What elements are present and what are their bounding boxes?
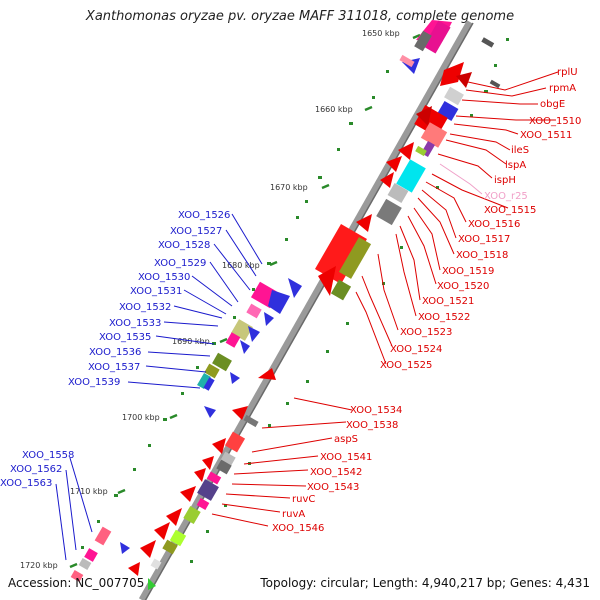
gene-label: XOO_1510 [529, 116, 581, 127]
kbp-label: 1650 kbp [362, 29, 400, 38]
left-gene-labels: XOO_1526 XOO_1527 XOO_1528 XOO_1529 XOO_… [0, 210, 230, 489]
gene-label: XOO_1531 [130, 286, 182, 297]
kbp-label: 1710 kbp [70, 487, 108, 496]
gene-label: XOO_1562 [10, 464, 62, 475]
topology-text: Topology: circular; Length: 4,940,217 bp… [260, 576, 590, 590]
scale-dots [81, 38, 509, 563]
gene-label: XOO_1517 [458, 234, 510, 245]
gene-label: obgE [540, 99, 565, 110]
gene-label: XOO_1526 [178, 210, 230, 221]
kbp-label: 1720 kbp [20, 561, 58, 570]
accession-text: Accession: NC_007705 [8, 576, 145, 590]
kbp-label: 1680 kbp [222, 261, 260, 270]
gene-label: XOO_1518 [456, 250, 508, 261]
gene-label: rplU [557, 67, 578, 78]
gene-label: rpmA [549, 83, 576, 94]
gene-label: XOO_1524 [390, 344, 442, 355]
gene-label: XOO_1543 [307, 482, 359, 493]
gene-label: XOO_1525 [380, 360, 432, 371]
gene-label: lspA [505, 160, 526, 171]
gene-label: XOO_1522 [418, 312, 470, 323]
gene-label: XOO_1528 [158, 240, 210, 251]
map-title: Xanthomonas oryzae pv. oryzae MAFF 31101… [85, 9, 515, 24]
kbp-label: 1690 kbp [172, 337, 210, 346]
gene-label: XOO_1535 [99, 332, 151, 343]
gene-label: aspS [334, 434, 358, 445]
right-gene-labels: rplU rpmA obgE XOO_1510 XOO_1511 ileS ls… [272, 67, 581, 534]
gene-label: XOO_1538 [346, 420, 398, 431]
gene-label: XOO_1511 [520, 130, 572, 141]
gene-label: XOO_1537 [88, 362, 140, 373]
gene-label: XOO_1520 [437, 281, 489, 292]
left-leader-lines [55, 213, 263, 561]
kbp-ticks [69, 33, 421, 569]
gene-label: XOO_1516 [468, 219, 520, 230]
inner-features [128, 20, 501, 590]
right-leader-lines [211, 71, 559, 527]
gene-label: XOO_1541 [320, 452, 372, 463]
genome-backbone [138, 20, 474, 600]
gene-label: XOO_1529 [154, 258, 206, 269]
gene-label: ruvC [292, 494, 315, 505]
gene-label: ruvA [282, 509, 305, 520]
kbp-label: 1660 kbp [315, 105, 353, 114]
gene-label: XOO_1530 [138, 272, 190, 283]
gene-label: XOO_1536 [89, 347, 141, 358]
gene-label: ispH [494, 175, 516, 186]
gene-label: XOO_1539 [68, 377, 120, 388]
gene-label: XOO_1515 [484, 205, 536, 216]
gene-label: XOO_1532 [119, 302, 171, 313]
gene-label: XOO_1527 [170, 226, 222, 237]
gene-label: XOO_1546 [272, 523, 324, 534]
gene-label: ileS [511, 145, 529, 156]
gene-label: XOO_1558 [22, 450, 74, 461]
gene-label: XOO_1563 [0, 478, 52, 489]
kbp-label: 1700 kbp [122, 413, 160, 422]
gene-label: XOO_r25 [484, 191, 528, 202]
outer-features [70, 278, 302, 582]
gene-label: XOO_1534 [350, 405, 402, 416]
gene-label: XOO_1519 [442, 266, 494, 277]
kbp-label: 1670 kbp [270, 183, 308, 192]
gene-label: XOO_1542 [310, 467, 362, 478]
gene-label: XOO_1533 [109, 318, 161, 329]
gene-label: XOO_1521 [422, 296, 474, 307]
gene-label: XOO_1523 [400, 327, 452, 338]
